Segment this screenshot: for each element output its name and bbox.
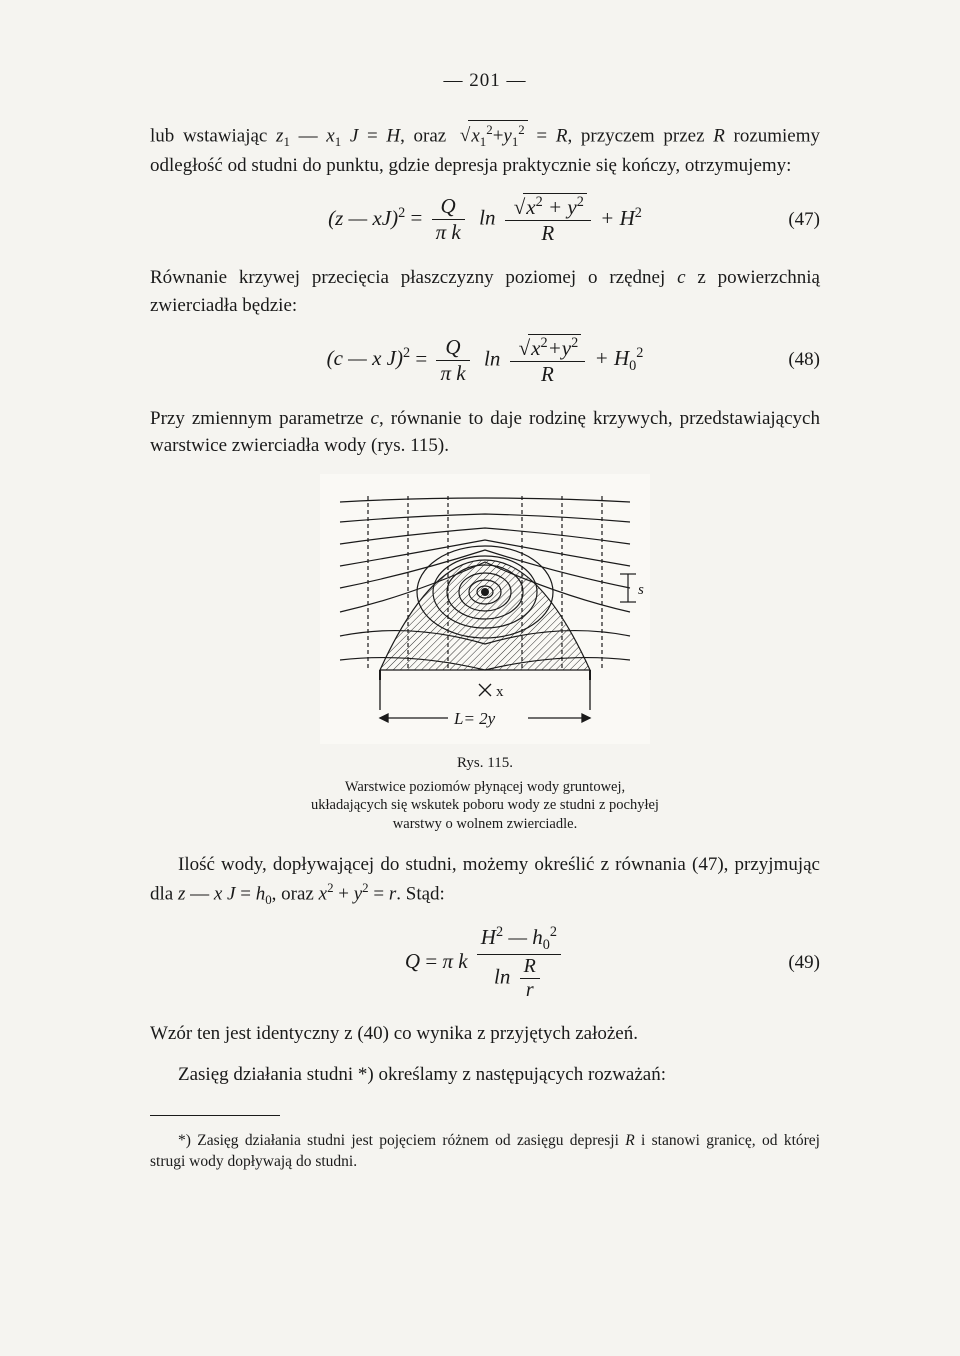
paragraph-3: Przy zmiennym parametrze c, równanie to …: [150, 405, 820, 460]
footnote-rule: [150, 1115, 280, 1116]
figure-115-description: Warstwice poziomów płynącej wody gruntow…: [305, 778, 665, 834]
svg-text:L= 2y: L= 2y: [453, 709, 496, 728]
figure-115-svg: s x L= 2y: [320, 474, 650, 744]
equation-47: (z — xJ)2 = Q π k ln x2 + y2 R + H2 (47): [150, 193, 820, 246]
paragraph-intro: lub wstawiając z1 — x1 J = H, oraz x12+y…: [150, 120, 820, 179]
page-number: — 201 —: [150, 70, 820, 92]
paragraph-6: Zasięg działania studni *) określamy z n…: [150, 1061, 820, 1089]
svg-text:x: x: [496, 684, 504, 700]
paragraph-4: Ilość wody, dopływającej do studni, może…: [150, 851, 820, 909]
figure-115-caption: Rys. 115.: [150, 755, 820, 772]
paragraph-5: Wzór ten jest identyczny z (40) co wynik…: [150, 1020, 820, 1048]
figure-115: s x L= 2y Rys. 11: [150, 474, 820, 834]
page: — 201 — lub wstawiając z1 — x1 J = H, or…: [0, 0, 960, 1356]
equation-48-number: (48): [788, 349, 820, 371]
equation-47-number: (47): [788, 209, 820, 231]
svg-text:s: s: [638, 582, 644, 598]
equation-49-number: (49): [788, 952, 820, 974]
equation-48: (c — x J)2 = Q π k ln x2+y2 R + H02 (48): [150, 334, 820, 387]
footnote: *) Zasięg działania studni jest pojęciem…: [150, 1131, 820, 1173]
equation-49: Q = π k H2 — h02 ln R r (49): [150, 924, 820, 1002]
paragraph-2: Równanie krzywej przecięcia płaszczyzny …: [150, 264, 820, 319]
